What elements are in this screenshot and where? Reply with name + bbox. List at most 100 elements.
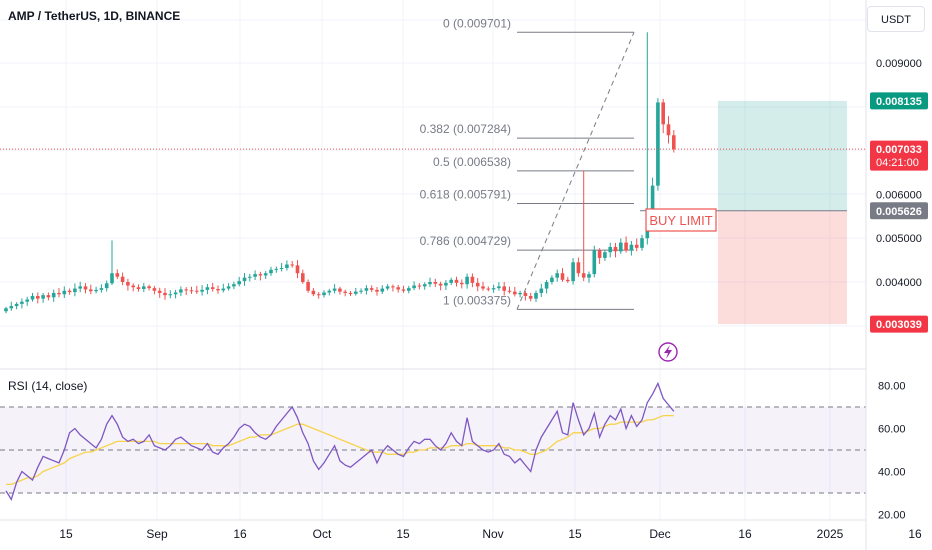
fib-level[interactable]: 0.382 (0.007284) (420, 122, 634, 139)
candle (396, 284, 400, 293)
rsi-tick-label: 20.00 (878, 510, 906, 522)
candle (592, 245, 597, 278)
candle (608, 242, 612, 258)
candle (656, 98, 660, 191)
candle (163, 288, 167, 300)
candle (555, 269, 559, 282)
candle (316, 292, 321, 299)
candle (136, 284, 141, 292)
candle (486, 286, 491, 292)
candle (422, 282, 427, 290)
candle (189, 286, 194, 294)
candle (523, 291, 528, 301)
buy-limit-label[interactable]: BUY LIMIT (645, 208, 717, 232)
candle (184, 287, 188, 296)
lightning-icon[interactable] (658, 342, 678, 362)
candle (9, 301, 14, 311)
svg-text:0.786 (0.004729): 0.786 (0.004729) (420, 234, 511, 248)
candle (295, 260, 300, 279)
svg-text:1 (0.003375): 1 (0.003375) (443, 293, 511, 307)
candle (640, 234, 644, 251)
candle (401, 285, 406, 293)
rsi-tick-label: 80.00 (878, 381, 906, 393)
time-axis[interactable]: 15 Sep 16 Oct 15 Nov 15 Dec 16 2025 16 (0, 519, 922, 541)
price-tick-label: 0.004000 (876, 277, 922, 289)
time-tick-label: 15 (396, 527, 410, 541)
time-tick-label: 16 (233, 527, 247, 541)
candle (205, 283, 210, 295)
candle (534, 290, 538, 303)
time-tick-label: 15 (59, 527, 73, 541)
candle (216, 285, 220, 294)
candle (332, 284, 337, 294)
fib-level[interactable]: 0 (0.009701) (443, 16, 634, 33)
rsi-tick-label: 40.00 (878, 467, 906, 479)
candle (25, 296, 29, 306)
candle (502, 282, 506, 296)
candle (57, 288, 61, 298)
fibonacci-retracement[interactable]: 0 (0.009701) 0.382 (0.007284) 0.5 (0.00653… (420, 16, 635, 310)
candle (666, 116, 671, 144)
candle (544, 279, 549, 294)
candle (226, 283, 231, 291)
currency-selector[interactable]: USDT (867, 6, 925, 32)
candle (661, 98, 665, 134)
fib-level[interactable]: 0.618 (0.005791) (420, 188, 634, 205)
svg-text:0.618 (0.005791): 0.618 (0.005791) (420, 188, 511, 202)
candle (173, 289, 178, 299)
price-axis[interactable]: 0.009000 0.006000 0.005000 0.004000 0.008135… (865, 0, 928, 550)
candle (253, 270, 257, 281)
take-profit-zone (718, 100, 847, 211)
rsi-pane (0, 381, 866, 501)
candle (454, 276, 459, 287)
candle (152, 285, 157, 295)
candle (566, 276, 570, 283)
candle (290, 260, 294, 268)
candle (672, 130, 676, 153)
candle (104, 280, 109, 292)
candle (465, 273, 469, 289)
candle (327, 288, 332, 296)
svg-text:0.008135: 0.008135 (876, 96, 922, 108)
candle (619, 238, 623, 254)
time-tick-label: Dec (649, 527, 670, 541)
candle (359, 288, 363, 294)
candle (46, 292, 51, 301)
candle (629, 240, 634, 256)
candle (237, 276, 241, 287)
candle (301, 269, 305, 284)
candle (89, 284, 93, 295)
candle (475, 277, 480, 292)
svg-text:0.007033: 0.007033 (876, 144, 922, 156)
candle (179, 286, 183, 297)
candle (497, 282, 501, 291)
svg-text:0.5 (0.006538): 0.5 (0.006538) (433, 155, 511, 169)
candle (168, 290, 173, 299)
candle (634, 238, 639, 252)
candle (481, 281, 485, 291)
candle (369, 285, 374, 293)
candle (539, 283, 544, 297)
fib-level[interactable]: 1 (0.003375) (443, 293, 634, 310)
grid (0, 0, 866, 520)
candle (41, 292, 45, 303)
candle (115, 269, 120, 280)
fib-level[interactable]: 0.5 (0.006538) (433, 155, 634, 172)
candle (528, 292, 533, 302)
candle (110, 240, 114, 286)
candle (507, 286, 512, 294)
price-tick-label: 0.005000 (876, 233, 922, 245)
svg-text:04:21:00: 04:21:00 (876, 157, 919, 169)
candle (444, 280, 448, 291)
candle (375, 286, 379, 296)
candle (550, 275, 554, 285)
candle (417, 283, 422, 290)
time-tick-label: Nov (482, 527, 503, 541)
candle (513, 286, 517, 297)
svg-text:BUY LIMIT: BUY LIMIT (649, 213, 712, 228)
candle (603, 250, 607, 261)
fib-level[interactable]: 0.786 (0.004729) (420, 234, 634, 251)
candle (279, 263, 284, 272)
